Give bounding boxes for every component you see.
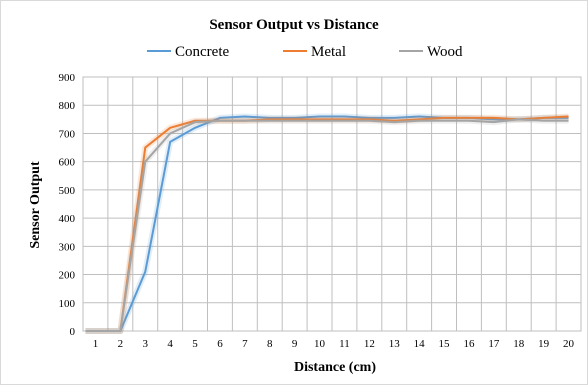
gridlines <box>82 76 582 332</box>
x-tick-label: 8 <box>267 338 273 350</box>
x-axis-title: Distance (cm) <box>294 360 376 375</box>
y-axis-title: Sensor Output <box>28 161 43 249</box>
legend-label-wood: Wood <box>427 44 463 60</box>
y-tick-label: 0 <box>70 326 76 338</box>
x-tick-label: 1 <box>93 338 99 350</box>
series-line-wood <box>85 118 569 332</box>
x-axis-ticks: 1 2 3 4 5 6 7 8 9 10 11 12 13 14 15 16 17 18 19 20 <box>93 338 575 350</box>
y-tick-label: 300 <box>59 241 76 253</box>
y-tick-label: 200 <box>59 270 76 282</box>
x-tick-label: 19 <box>538 338 550 350</box>
y-tick-label: 100 <box>59 298 76 310</box>
series-line-metal <box>85 115 569 332</box>
x-tick-label: 10 <box>314 338 326 350</box>
y-tick-label: 800 <box>59 100 76 112</box>
x-tick-label: 12 <box>364 338 375 350</box>
series-lines <box>85 113 569 334</box>
x-tick-label: 15 <box>439 338 451 350</box>
y-tick-label: 600 <box>59 157 76 169</box>
x-tick-label: 17 <box>488 338 500 350</box>
plot-area-border <box>82 76 582 332</box>
y-axis-ticks: 0 100 200 300 400 500 600 700 800 900 <box>59 72 76 338</box>
legend: Concrete Metal Wood <box>147 44 463 60</box>
legend-label-concrete: Concrete <box>175 44 229 60</box>
y-tick-label: 700 <box>59 128 76 140</box>
x-tick-label: 14 <box>414 338 426 350</box>
x-tick-label: 6 <box>217 338 223 350</box>
x-tick-label: 4 <box>167 338 173 350</box>
x-tick-label: 18 <box>513 338 525 350</box>
x-tick-label: 11 <box>339 338 350 350</box>
y-tick-label: 900 <box>59 72 76 84</box>
x-tick-label: 16 <box>463 338 475 350</box>
x-tick-label: 3 <box>143 338 149 350</box>
y-tick-label: 400 <box>59 213 76 225</box>
y-tick-label: 500 <box>59 185 76 197</box>
x-tick-label: 13 <box>389 338 401 350</box>
x-tick-label: 5 <box>192 338 198 350</box>
x-tick-label: 9 <box>292 338 298 350</box>
chart-title: Sensor Output vs Distance <box>209 17 379 33</box>
x-tick-label: 7 <box>242 338 248 350</box>
x-tick-label: 20 <box>563 338 575 350</box>
x-tick-label: 2 <box>118 338 124 350</box>
legend-label-metal: Metal <box>311 44 346 60</box>
